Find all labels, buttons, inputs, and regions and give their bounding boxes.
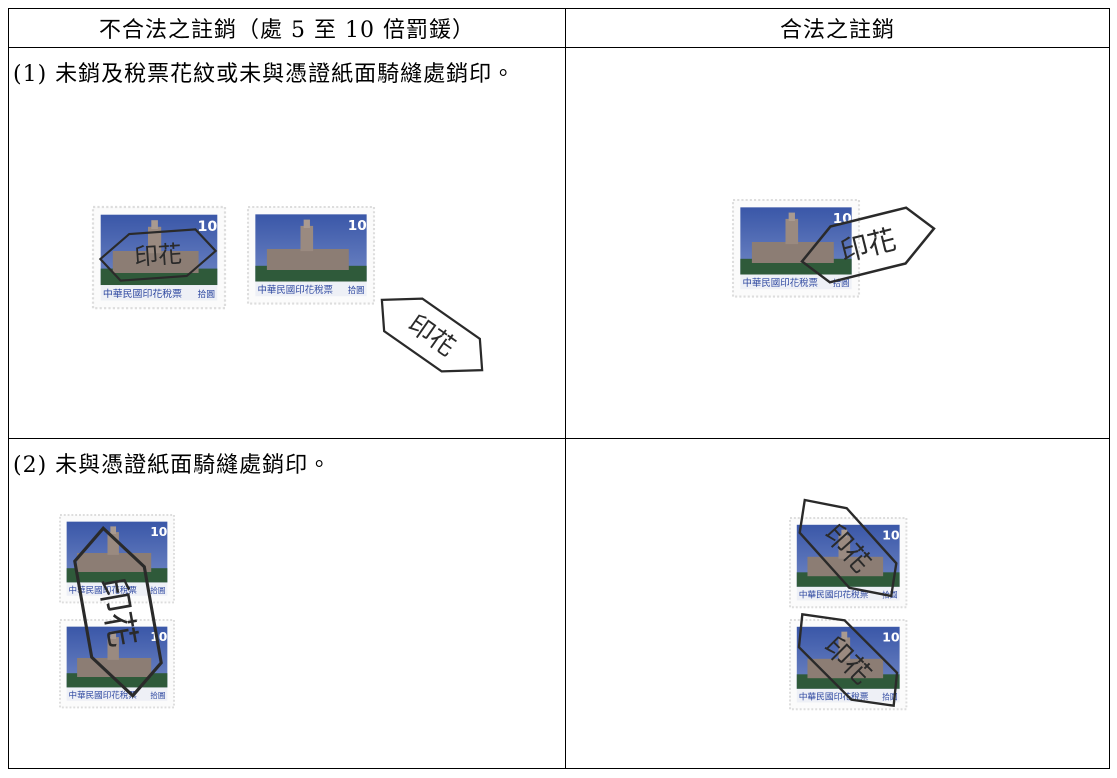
header-row: 不合法之註銷（處 5 至 10 倍罰鍰） 合法之註銷 [8,8,1110,48]
legal-cell [565,438,1110,769]
table-row: (2) 未與憑證紙面騎縫處銷印。 [8,438,1110,769]
illegal-cell: (1) 未銷及稅票花紋或未與憑證紙面騎縫處銷印。 [8,47,566,439]
legal-cell [565,47,1110,439]
header-cell: 不合法之註銷（處 5 至 10 倍罰鍰） [8,8,566,48]
table-row: (1) 未銷及稅票花紋或未與憑證紙面騎縫處銷印。 [8,47,1110,439]
illegal-cell: (2) 未與憑證紙面騎縫處銷印。 [8,438,566,769]
header-cell: 合法之註銷 [565,8,1110,48]
cancellation-table: 不合法之註銷（處 5 至 10 倍罰鍰） 合法之註銷 (1) 未銷及稅票花紋或未… [8,8,1110,769]
